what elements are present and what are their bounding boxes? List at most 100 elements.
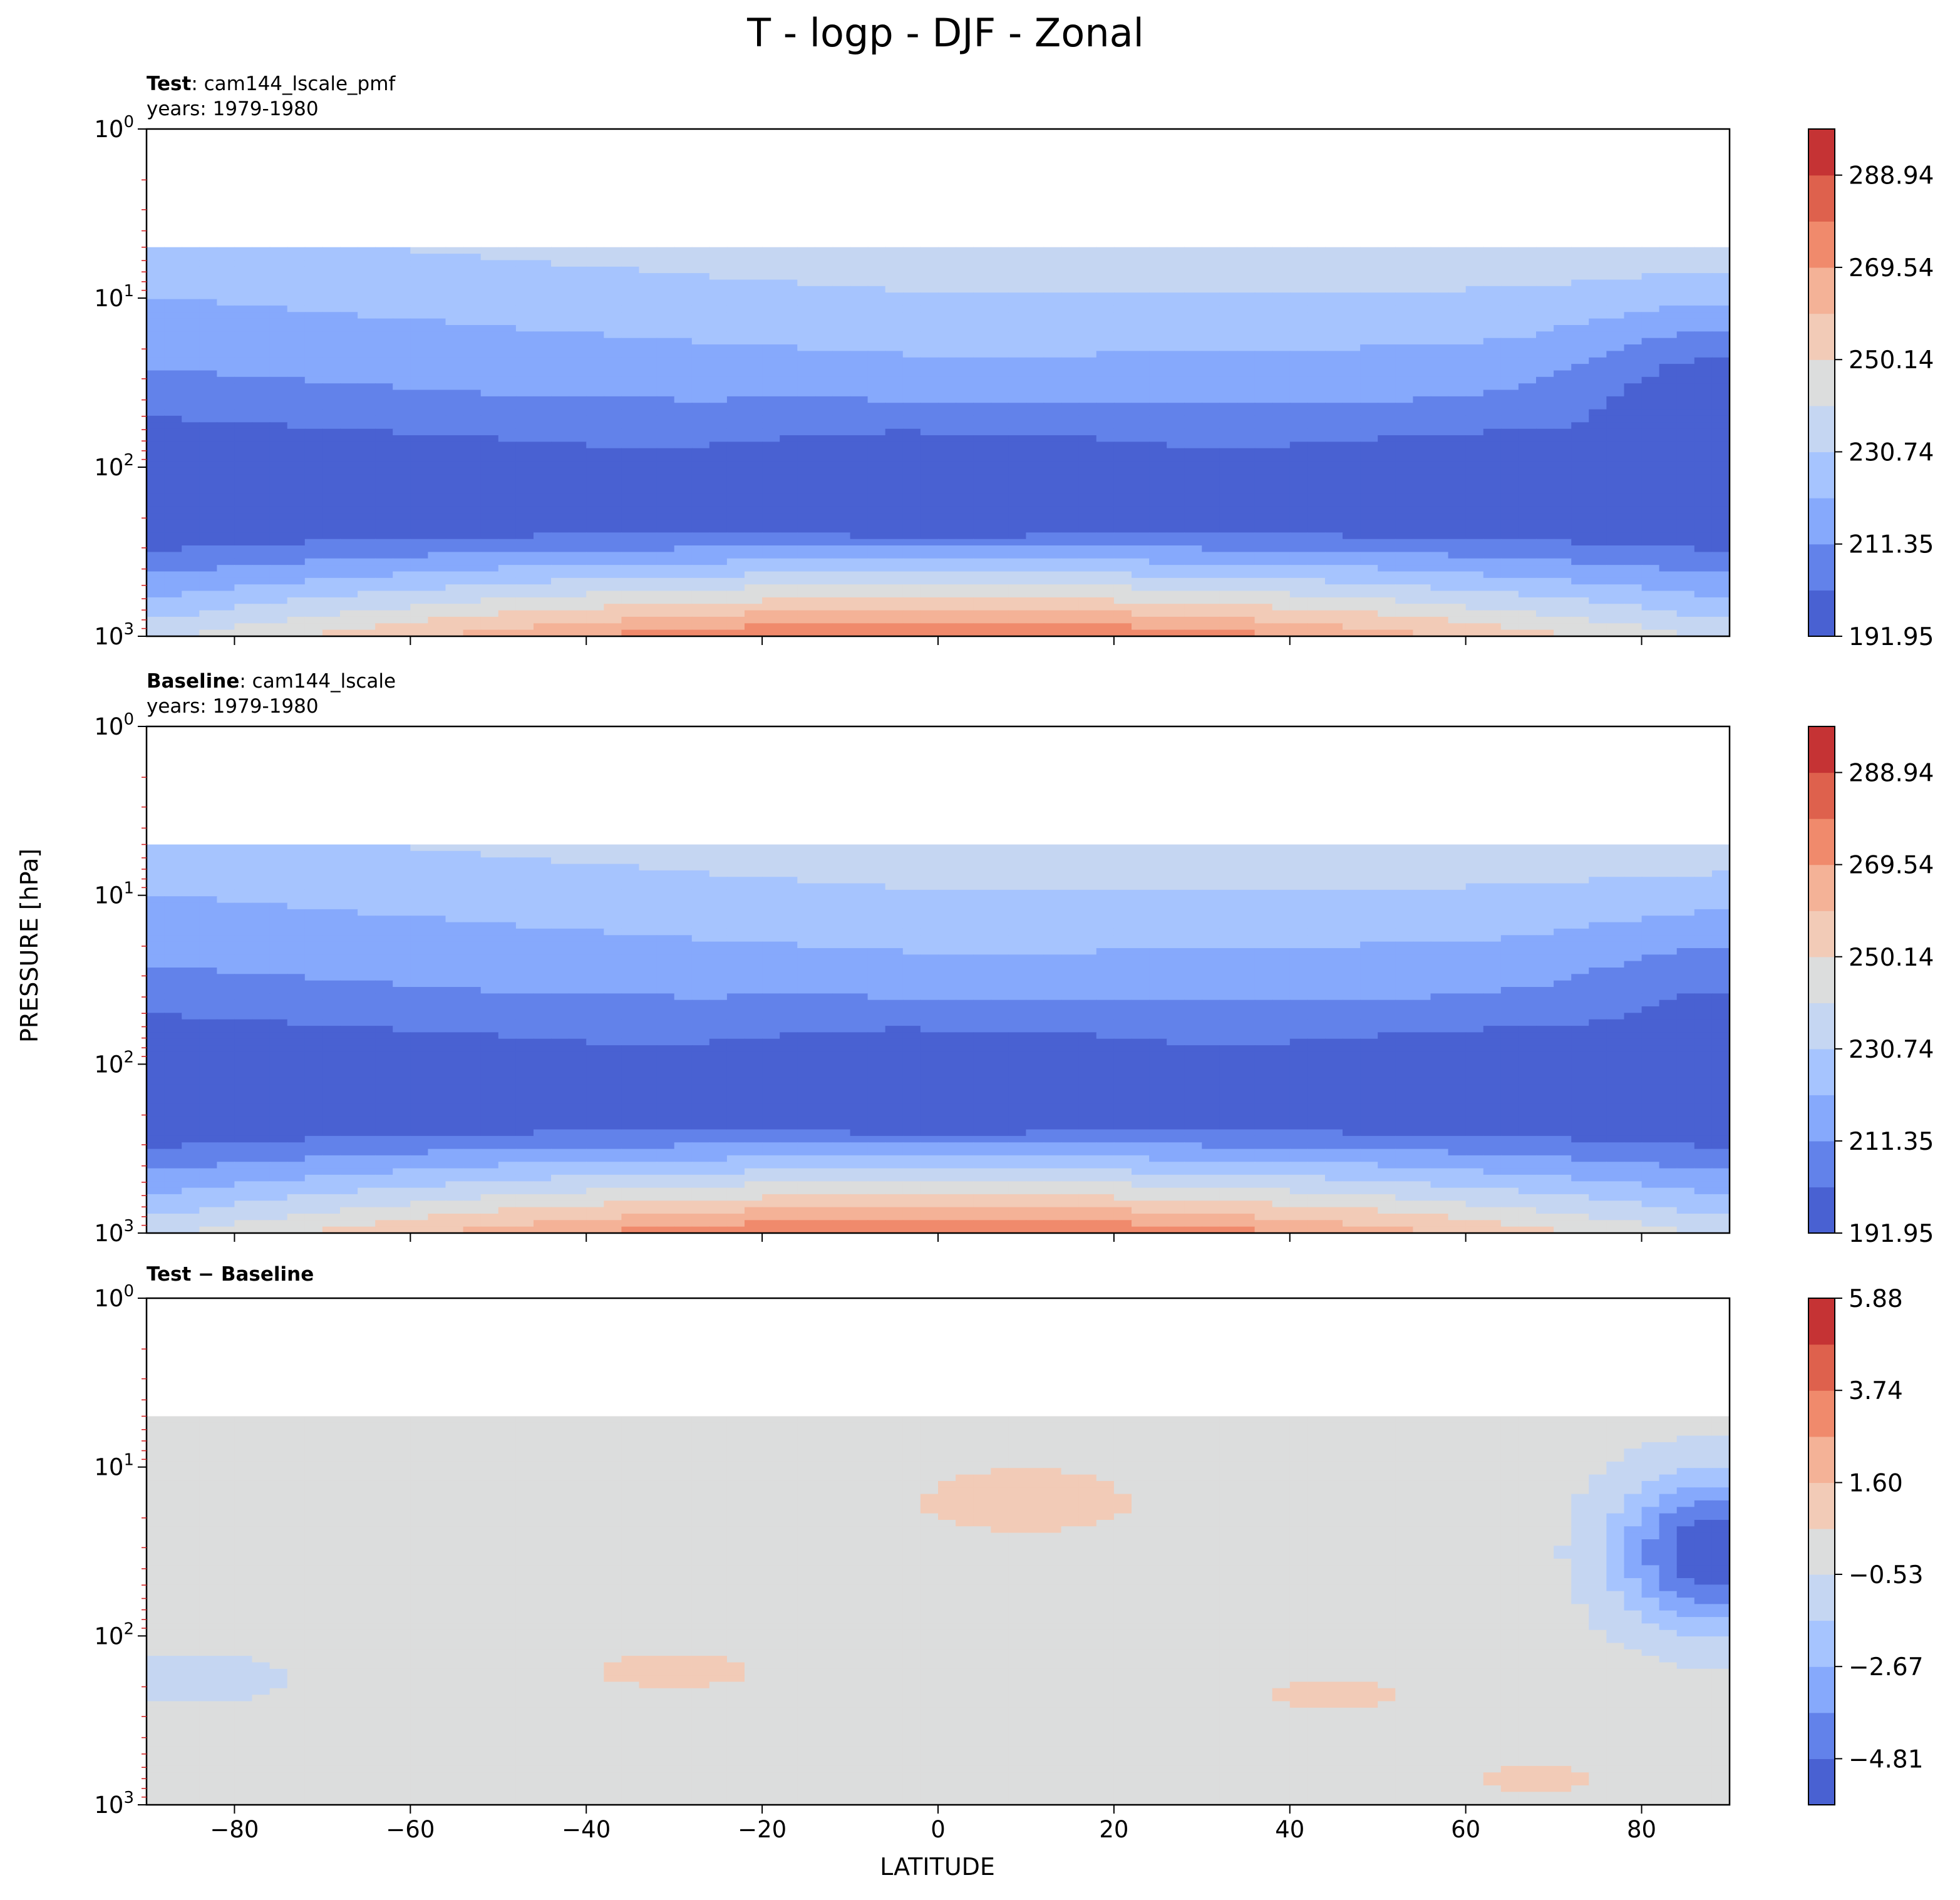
contour-cell xyxy=(199,552,218,559)
contour-cell xyxy=(1149,584,1167,592)
contour-cell xyxy=(604,305,622,313)
contour-cell xyxy=(1711,558,1730,565)
contour-cell xyxy=(797,344,816,352)
contour-cell xyxy=(1606,591,1625,598)
contour-cell xyxy=(199,584,218,592)
contour-cell xyxy=(551,396,569,404)
contour-cell xyxy=(1096,344,1115,352)
contour-cell xyxy=(745,357,763,364)
contour-cell xyxy=(1518,506,1537,514)
contour-cell xyxy=(1026,474,1044,482)
contour-cell xyxy=(920,318,939,326)
contour-cell xyxy=(217,467,235,475)
contour-cell xyxy=(1113,455,1132,462)
contour-cell xyxy=(832,266,851,274)
contour-cell xyxy=(1711,435,1730,443)
contour-cell xyxy=(656,506,675,514)
contour-cell xyxy=(322,513,341,520)
contour-cell xyxy=(1430,487,1449,494)
contour-cell xyxy=(1606,474,1625,482)
contour-cell xyxy=(1132,299,1150,306)
contour-cell xyxy=(182,448,200,455)
contour-cell xyxy=(1430,428,1449,436)
contour-cell xyxy=(867,299,886,306)
contour-cell xyxy=(1465,461,1484,468)
contour-cell xyxy=(1694,312,1713,319)
contour-cell xyxy=(1483,318,1502,326)
contour-cell xyxy=(1237,577,1256,585)
contour-cell xyxy=(410,390,429,397)
contour-cell xyxy=(551,435,569,443)
contour-cell xyxy=(1659,422,1678,430)
contour-cell xyxy=(780,370,798,378)
contour-cell xyxy=(867,357,886,364)
contour-cell xyxy=(534,364,552,371)
contour-cell xyxy=(358,325,376,333)
contour-cell xyxy=(1483,577,1502,585)
contour-cell xyxy=(1289,506,1308,514)
contour-cell xyxy=(217,273,235,281)
contour-cell xyxy=(358,318,376,326)
contour-cell xyxy=(1184,286,1203,293)
contour-cell xyxy=(1378,292,1396,300)
contour-cell xyxy=(621,403,640,410)
contour-cell xyxy=(1430,273,1449,281)
contour-cell xyxy=(515,247,534,254)
contour-cell xyxy=(691,571,710,579)
contour-cell xyxy=(1413,577,1431,585)
contour-cell xyxy=(709,532,728,540)
contour-cell xyxy=(1167,552,1185,559)
contour-cell xyxy=(1659,247,1678,254)
contour-cell xyxy=(1343,474,1361,482)
contour-cell xyxy=(1219,260,1238,267)
contour-cell xyxy=(991,545,1009,553)
contour-cell xyxy=(358,571,376,579)
contour-cell xyxy=(1518,435,1537,443)
contour-cell xyxy=(1307,254,1326,261)
contour-cell xyxy=(797,552,816,559)
contour-cell xyxy=(322,506,341,514)
contour-cell xyxy=(515,279,534,287)
contour-cell xyxy=(199,597,218,605)
contour-cell xyxy=(621,597,640,605)
contour-cell xyxy=(1202,480,1220,488)
contour-cell xyxy=(1430,279,1449,287)
contour-cell xyxy=(1272,364,1291,371)
contour-cell xyxy=(182,403,200,410)
contour-cell xyxy=(1202,286,1220,293)
contour-cell xyxy=(1518,254,1537,261)
contour-cell xyxy=(1307,409,1326,416)
contour-cell xyxy=(1536,415,1554,423)
contour-cell xyxy=(709,331,728,339)
contour-cell xyxy=(199,467,218,475)
contour-cell xyxy=(463,409,482,416)
contour-cell xyxy=(1589,299,1607,306)
contour-cell xyxy=(480,571,499,579)
contour-cell xyxy=(1571,325,1590,333)
contour-cell xyxy=(304,539,323,546)
contour-cell xyxy=(1272,597,1291,605)
contour-cell xyxy=(762,577,780,585)
contour-cell xyxy=(1219,357,1238,364)
contour-cell xyxy=(410,254,429,261)
contour-cell xyxy=(569,351,587,358)
contour-cell xyxy=(534,506,552,514)
contour-cell xyxy=(252,292,271,300)
contour-cell xyxy=(1465,532,1484,540)
contour-cell xyxy=(1184,312,1203,319)
contour-cell xyxy=(340,552,358,559)
contour-cell xyxy=(1378,545,1396,553)
contour-cell xyxy=(1395,513,1414,520)
contour-cell xyxy=(1378,390,1396,397)
contour-cell xyxy=(1149,526,1167,534)
contour-cell xyxy=(1483,552,1502,559)
contour-cell xyxy=(991,403,1009,410)
contour-cell xyxy=(1113,260,1132,267)
contour-cell xyxy=(252,493,271,501)
contour-cell xyxy=(691,519,710,527)
contour-cell xyxy=(534,448,552,455)
contour-cell xyxy=(252,273,271,281)
contour-cell xyxy=(147,415,165,423)
contour-cell xyxy=(534,461,552,468)
contour-cell xyxy=(147,591,165,598)
